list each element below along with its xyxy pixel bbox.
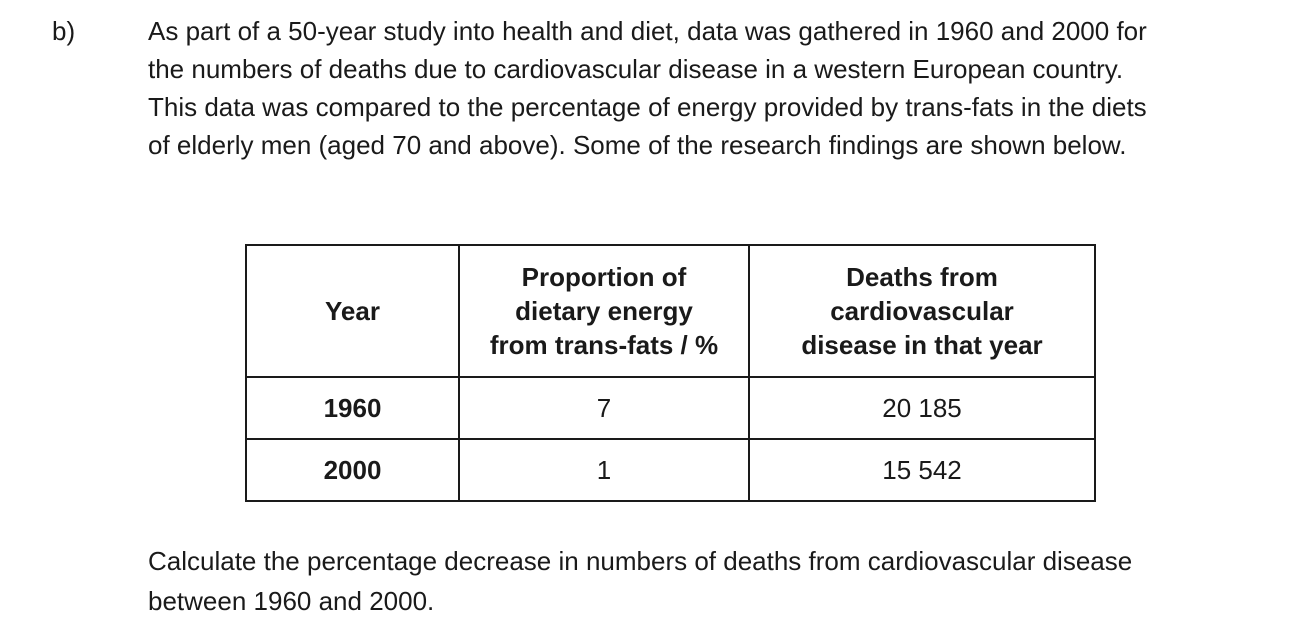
- header-year: Year: [245, 244, 460, 378]
- trans-fat-cell: 7: [458, 376, 750, 440]
- intro-line: the numbers of deaths due to cardiovascu…: [148, 54, 1124, 84]
- trans-fat-cell: 1: [458, 438, 750, 502]
- year-cell: 1960: [245, 376, 460, 440]
- part-label: b): [52, 16, 76, 46]
- header-line: Year: [325, 296, 380, 326]
- intro-line: As part of a 50-year study into health a…: [148, 16, 1147, 46]
- header-deaths: Deaths from cardiovascular disease in th…: [748, 244, 1096, 378]
- table-row: 2000 1 15 542: [245, 438, 1096, 502]
- header-line: disease in that year: [801, 330, 1043, 360]
- header-line: Proportion of: [521, 262, 687, 292]
- table-row: 1960 7 20 185: [245, 376, 1096, 440]
- intro-line: of elderly men (aged 70 and above). Some…: [148, 130, 1127, 160]
- question-text: Calculate the percentage decrease in num…: [148, 541, 1132, 621]
- question-line: Calculate the percentage decrease in num…: [148, 546, 1133, 576]
- header-line: from trans-fats / %: [489, 330, 719, 360]
- intro-line: This data was compared to the percentage…: [148, 92, 1147, 122]
- header-trans-fat-proportion: Proportion of dietary energy from trans-…: [458, 244, 750, 378]
- intro-paragraph: As part of a 50-year study into health a…: [148, 12, 1288, 164]
- header-line: dietary energy: [515, 296, 693, 326]
- deaths-cell: 15 542: [748, 438, 1096, 502]
- header-line: cardiovascular: [830, 296, 1014, 326]
- table-header-row: Year Proportion of dietary energy from t…: [245, 244, 1096, 378]
- header-line: Deaths from: [846, 262, 998, 292]
- year-cell: 2000: [245, 438, 460, 502]
- findings-table: Year Proportion of dietary energy from t…: [245, 244, 1096, 502]
- deaths-cell: 20 185: [748, 376, 1096, 440]
- question-line: between 1960 and 2000.: [148, 586, 435, 616]
